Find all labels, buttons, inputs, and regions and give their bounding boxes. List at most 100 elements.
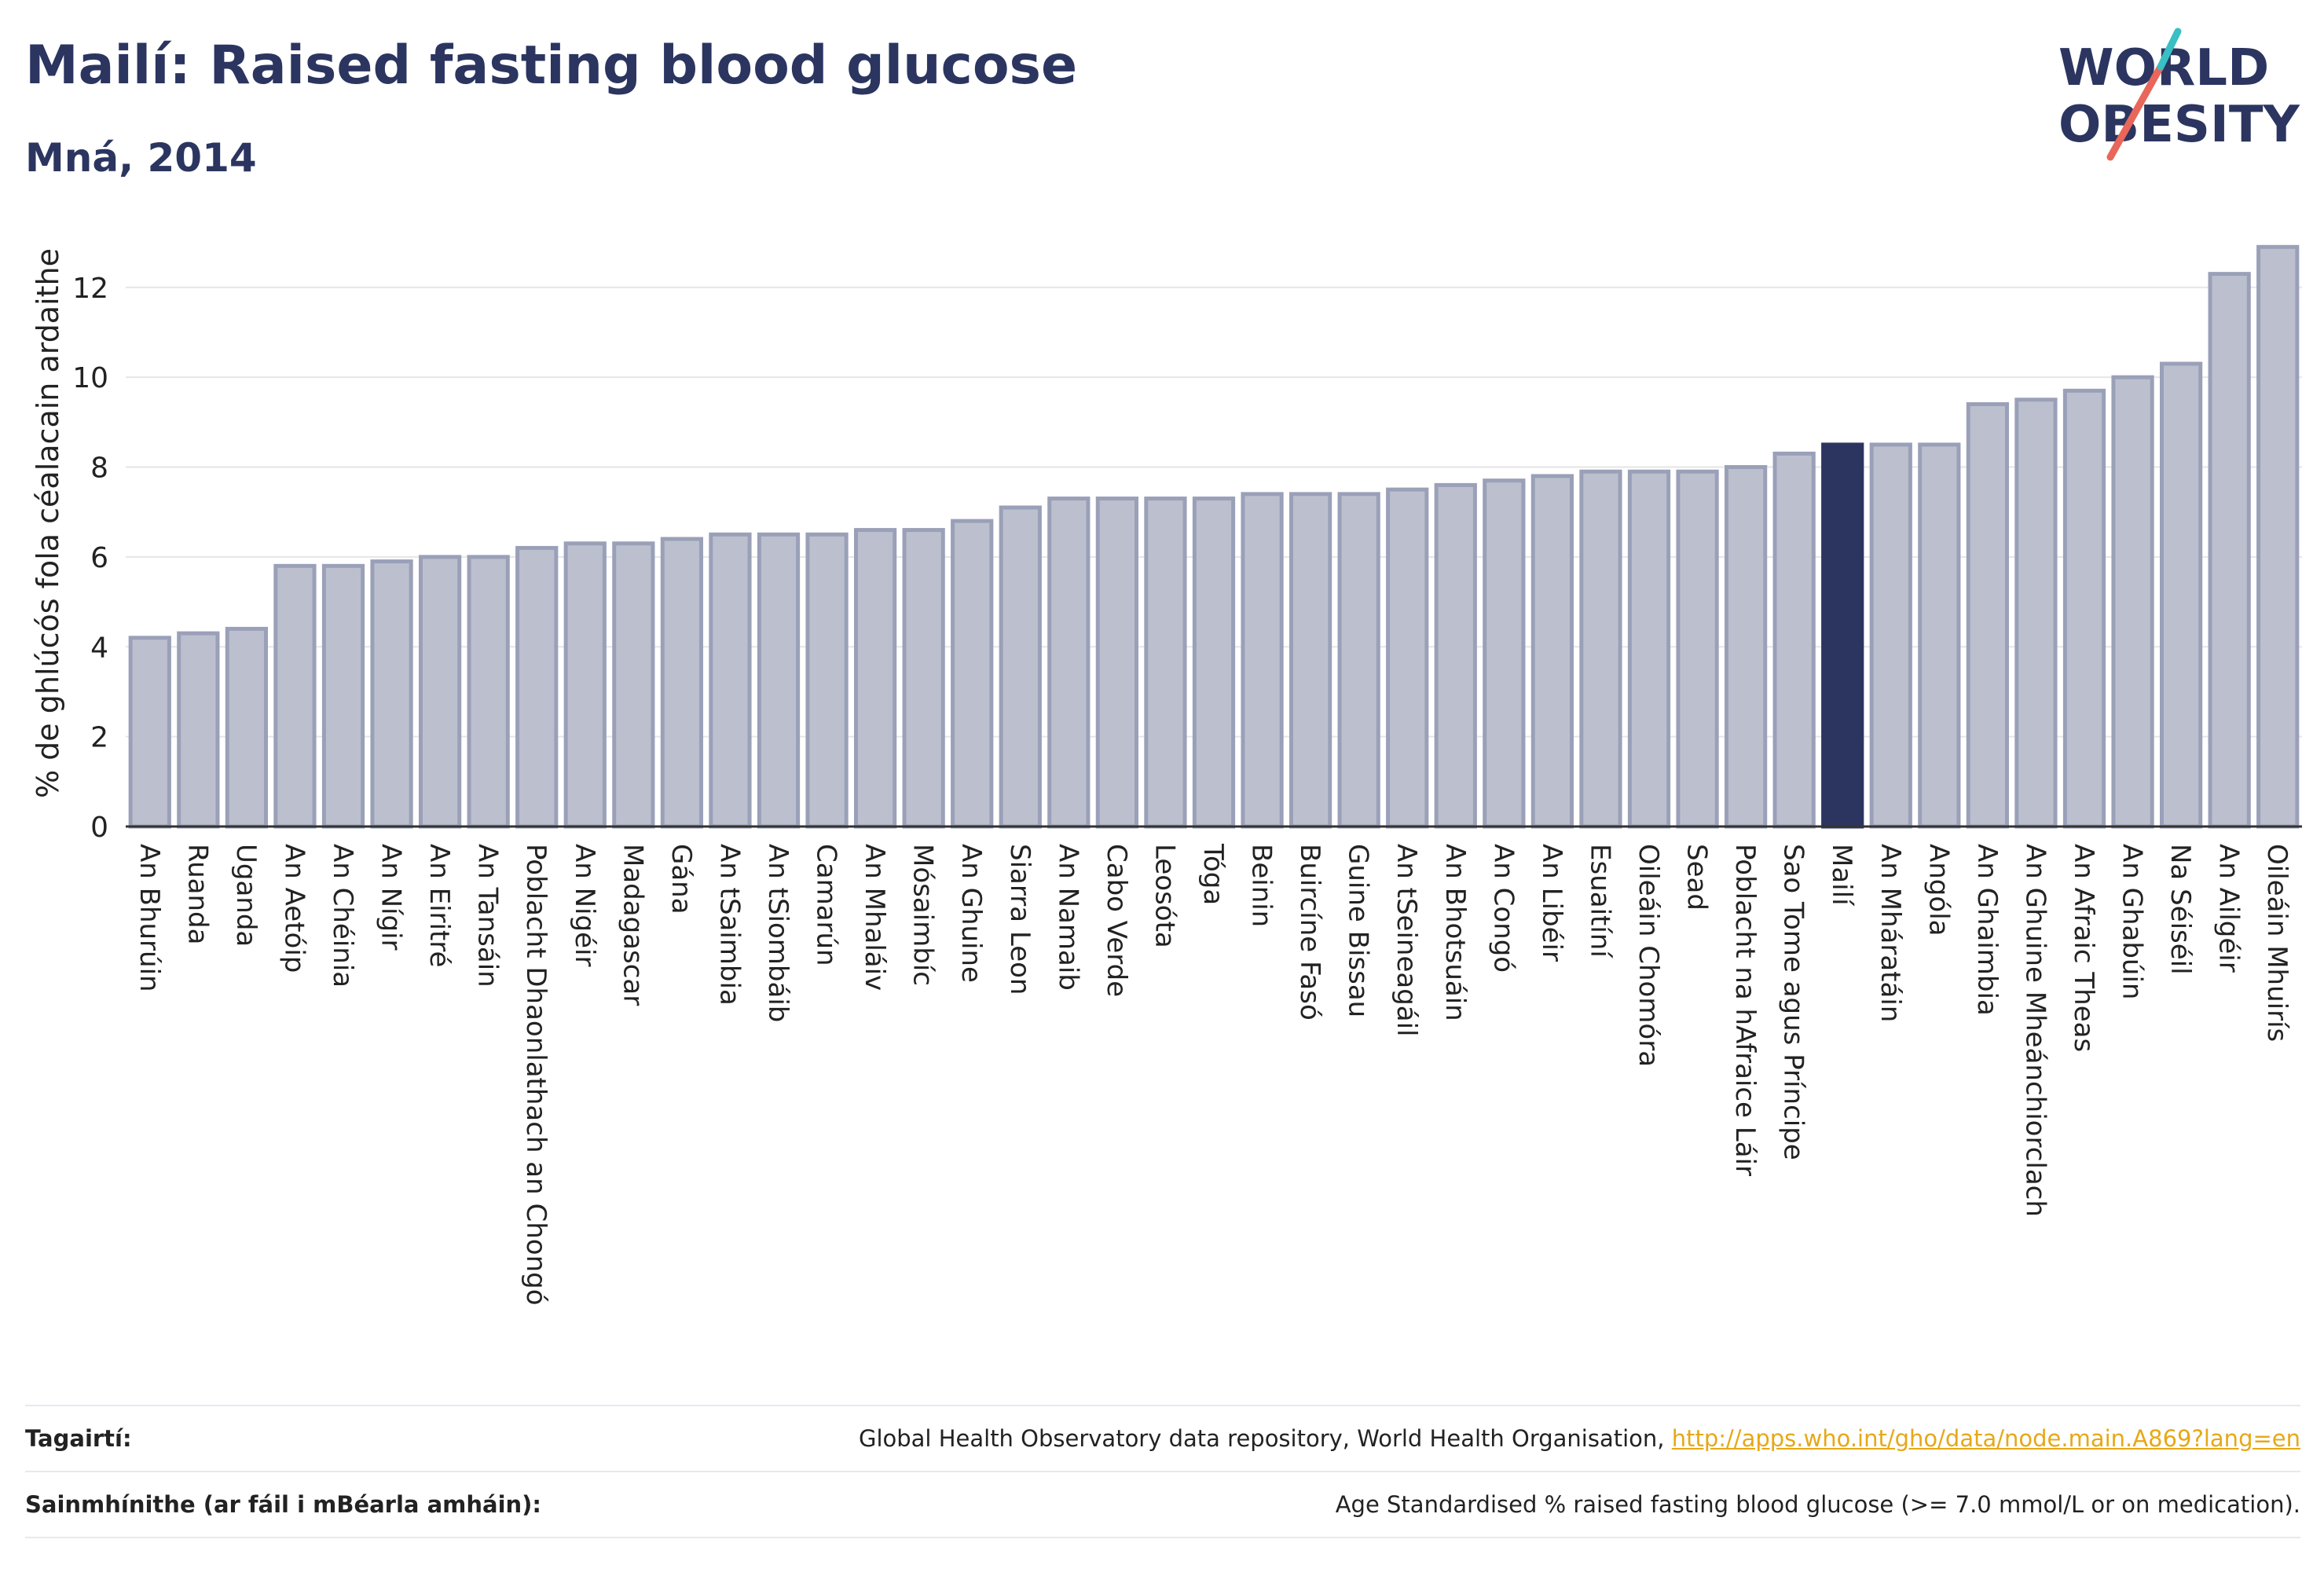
x-tick-label: An Namaib — [1052, 844, 1083, 991]
x-tick-label: An tSeineagáil — [1391, 844, 1422, 1037]
bar[interactable] — [853, 528, 897, 829]
y-tick-label: 6 — [90, 542, 108, 574]
bar[interactable] — [612, 541, 655, 829]
references-value: Global Health Observatory data repositor… — [859, 1425, 2300, 1452]
x-tick-label: An Ghuine — [955, 844, 987, 983]
bar[interactable] — [1869, 442, 1912, 829]
bar[interactable] — [1241, 492, 1284, 829]
bar[interactable] — [321, 563, 365, 829]
footer: Tagairtí: Global Health Observatory data… — [25, 1405, 2300, 1538]
x-tick-label: Esuaitíní — [1584, 844, 1615, 958]
bar[interactable] — [1192, 497, 1236, 829]
bar[interactable] — [1724, 465, 1768, 829]
bar[interactable] — [418, 555, 462, 829]
x-tick-label: An Aetóip — [278, 844, 310, 973]
x-tick-label: Cabo Verde — [1101, 844, 1132, 997]
references-link[interactable]: http://apps.who.int/gho/data/node.main.A… — [1671, 1425, 2300, 1452]
bar[interactable] — [1772, 451, 1816, 829]
x-tick-label: An Chéinia — [327, 844, 358, 988]
x-tick-label: An Afraic Theas — [2068, 844, 2099, 1052]
bar[interactable] — [225, 626, 269, 829]
bar[interactable] — [1337, 492, 1380, 829]
definitions-row: Sainmhínithe (ar fáil i mBéarla amháin):… — [25, 1471, 2300, 1538]
chart-title: Mailí: Raised fasting blood glucose — [25, 35, 1078, 97]
bar[interactable] — [1676, 469, 1719, 829]
bar[interactable] — [1918, 442, 1961, 829]
bar[interactable] — [757, 532, 801, 829]
y-tick-label: 12 — [72, 273, 108, 305]
bar[interactable] — [128, 636, 171, 829]
bar[interactable] — [805, 532, 849, 829]
world-obesity-logo: WORLD OBESITY — [2058, 27, 2300, 161]
x-tick-label: Tóga — [1197, 843, 1229, 905]
x-tick-label: An Tansáin — [472, 844, 504, 988]
bar[interactable] — [2256, 244, 2300, 829]
x-tick-label: An Nígir — [376, 844, 407, 951]
references-text: Global Health Observatory data repositor… — [858, 1425, 1672, 1452]
x-tick-label: An Ghuine Mheánchiorclach — [2019, 844, 2051, 1217]
x-tick-label: Mailí — [1826, 844, 1857, 907]
bar[interactable] — [1530, 474, 1574, 829]
logo-slash-lower — [2106, 63, 2165, 161]
x-axis: An Bhurúin Ruanda Uganda An Aetóip An Chéini… — [126, 825, 2302, 1306]
x-tick-label: Poblacht na hAfraice Láir — [1729, 844, 1761, 1176]
bar[interactable] — [563, 541, 607, 829]
bar-chart: 0 2 4 6 8 10 12% de ghlúcós fola céalacain ard… — [31, 244, 2302, 1306]
x-tick-label: An Mhaláiv — [859, 844, 890, 991]
bar[interactable] — [1288, 492, 1332, 829]
y-axis: 0 2 4 6 8 10 12% de ghlúcós fola céalacain ard… — [31, 248, 108, 844]
bar[interactable] — [1579, 469, 1622, 829]
x-tick-label: Gána — [665, 844, 697, 914]
bar[interactable] — [177, 631, 220, 829]
bar[interactable] — [709, 532, 752, 829]
bar[interactable] — [370, 559, 413, 829]
bar[interactable] — [1483, 478, 1526, 829]
bar[interactable] — [1966, 401, 2010, 829]
bar[interactable] — [2062, 388, 2106, 829]
x-tick-label: Camarún — [811, 844, 842, 966]
x-tick-label: Angóla — [1923, 844, 1954, 936]
bar[interactable] — [999, 505, 1042, 829]
bar[interactable] — [951, 519, 994, 829]
bar[interactable] — [1095, 497, 1139, 829]
x-tick-label: Ruanda — [181, 844, 213, 944]
chart-subtitle: Mná, 2014 — [25, 135, 257, 181]
bar[interactable] — [467, 555, 510, 829]
y-tick-label: 10 — [72, 362, 108, 394]
bar[interactable] — [273, 563, 317, 829]
y-tick-label: 0 — [90, 812, 108, 844]
x-tick-label: Beinin — [1246, 844, 1277, 927]
x-tick-label: An Ailgéir — [2213, 844, 2245, 973]
bar[interactable] — [1144, 497, 1187, 829]
bar[interactable] — [660, 537, 704, 829]
bar[interactable] — [1434, 482, 1477, 829]
bar[interactable] — [2159, 361, 2203, 829]
x-tick-label: Guine Bissau — [1343, 844, 1374, 1017]
x-tick-label: An Bhotsuáin — [1439, 844, 1471, 1021]
y-tick-label: 4 — [90, 632, 108, 664]
x-tick-label: An Bhurúin — [134, 844, 165, 992]
definitions-label: Sainmhínithe (ar fáil i mBéarla amháin): — [25, 1491, 542, 1518]
bar[interactable] — [515, 545, 559, 829]
x-tick-label: An Nigéir — [569, 844, 600, 966]
x-tick-label: Oileáin Chomóra — [1633, 844, 1664, 1067]
bar[interactable] — [902, 528, 945, 829]
bar[interactable] — [1386, 487, 1429, 829]
references-label: Tagairtí: — [25, 1425, 132, 1452]
bar[interactable] — [1821, 442, 1864, 829]
x-tick-label: Leosóta — [1149, 844, 1180, 948]
logo-line2: OBESITY — [2058, 96, 2300, 154]
bar[interactable] — [1627, 469, 1671, 829]
x-tick-label: Sead — [1681, 844, 1713, 911]
bar[interactable] — [2208, 272, 2251, 829]
bar[interactable] — [2111, 375, 2154, 829]
references-row: Tagairtí: Global Health Observatory data… — [25, 1405, 2300, 1471]
x-tick-label: An Mháratáin — [1875, 844, 1906, 1022]
logo-slash-upper — [2157, 27, 2182, 71]
x-tick-label: An Congó — [1487, 844, 1519, 973]
x-tick-label: Sao Tome agus Príncipe — [1778, 844, 1809, 1160]
y-tick-label: 2 — [90, 722, 108, 754]
x-tick-label: Poblacht Dhaonlathach an Chongó — [520, 844, 552, 1306]
bar[interactable] — [1047, 497, 1091, 829]
bar[interactable] — [2014, 398, 2058, 829]
